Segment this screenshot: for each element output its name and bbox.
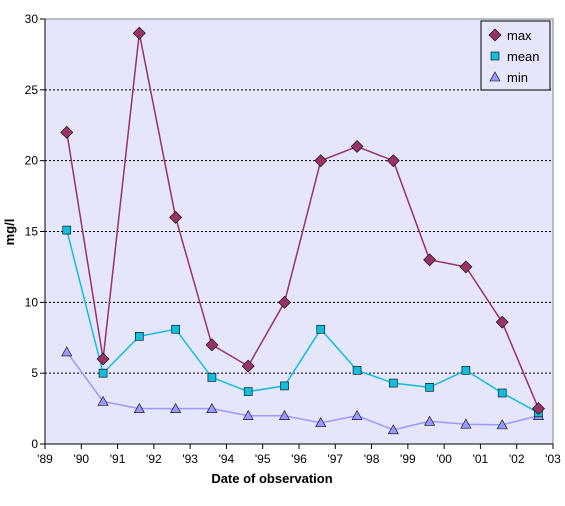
data-point-min — [496, 419, 508, 430]
x-tick-label: '95 — [255, 452, 271, 466]
legend-item-min: min — [489, 70, 528, 85]
data-point-min — [424, 415, 436, 426]
x-axis-ticks: '89 '90 '91 '92 '93 '94 '95 '96 '97 '98 '99 '00 '01 '… — [37, 444, 561, 466]
data-point-max — [278, 295, 291, 309]
x-tick-label: '03 — [545, 452, 561, 466]
data-point-min — [242, 410, 254, 420]
x-tick-label: '90 — [73, 452, 89, 466]
x-tick-label: '97 — [327, 452, 343, 466]
gridlines — [45, 89, 553, 374]
data-point-min — [61, 346, 73, 357]
data-point-mean — [98, 368, 108, 378]
x-tick-label: '00 — [436, 452, 452, 466]
data-point-mean — [425, 383, 434, 392]
series-line-min — [66, 351, 539, 431]
legend-item-mean: mean — [490, 49, 540, 64]
series-line-mean — [66, 229, 539, 414]
data-point-mean — [352, 366, 362, 375]
x-tick-label: '94 — [219, 452, 235, 466]
data-point-max — [495, 315, 509, 329]
data-point-max — [314, 154, 328, 168]
data-point-mean — [62, 225, 72, 235]
data-point-min — [351, 410, 363, 420]
y-tick-label: 10 — [25, 295, 39, 309]
legend-marker-min — [489, 71, 501, 82]
data-point-max — [96, 352, 110, 366]
series-line-max — [66, 33, 540, 409]
data-point-mean — [316, 324, 326, 334]
series-max — [60, 26, 545, 416]
legend-marker-max — [488, 28, 502, 42]
legend: max mean min — [480, 20, 551, 91]
data-point-min — [133, 402, 145, 413]
legend-label-max: max — [507, 28, 532, 43]
data-point-max — [350, 140, 364, 153]
x-tick-label: '96 — [291, 452, 307, 466]
legend-marker-mean — [490, 51, 500, 61]
y-axis-title: mg/l — [2, 219, 17, 246]
data-point-mean — [497, 388, 507, 398]
data-point-mean — [461, 366, 471, 375]
data-point-mean — [243, 387, 253, 396]
x-tick-label: '93 — [182, 452, 198, 466]
data-point-max — [532, 402, 545, 416]
y-tick-label: 25 — [25, 83, 39, 97]
data-point-mean — [135, 332, 144, 341]
data-point-mean — [389, 378, 398, 388]
y-tick-label: 30 — [25, 12, 39, 26]
x-tick-label: '02 — [509, 452, 525, 466]
series-min — [61, 346, 544, 435]
data-point-max — [386, 154, 400, 168]
data-point-min — [460, 418, 472, 429]
data-point-min — [278, 410, 290, 420]
legend-label-mean: mean — [507, 49, 540, 64]
x-axis-title: Date of observation — [211, 471, 332, 486]
data-point-max — [459, 260, 473, 274]
y-tick-label: 20 — [25, 154, 39, 168]
data-point-max — [205, 338, 219, 352]
data-point-mean — [280, 381, 289, 391]
y-axis-ticks: 0 5 10 15 20 25 30 — [25, 12, 45, 451]
y-tick-label: 5 — [31, 366, 38, 380]
y-tick-label: 0 — [31, 437, 38, 451]
x-tick-label: '91 — [110, 452, 126, 466]
data-point-max — [169, 210, 183, 224]
series-layer — [60, 26, 545, 435]
legend-label-min: min — [507, 70, 528, 85]
data-point-max — [60, 125, 74, 139]
data-point-max — [132, 26, 146, 40]
data-point-max — [423, 253, 437, 267]
x-tick-label: '99 — [400, 452, 416, 466]
x-tick-label: '89 — [37, 452, 53, 466]
data-point-mean — [171, 324, 180, 334]
x-tick-label: '92 — [146, 452, 162, 466]
data-point-max — [241, 359, 255, 373]
data-point-min — [206, 402, 218, 413]
data-point-mean — [207, 373, 217, 382]
data-point-min — [315, 417, 327, 428]
legend-item-max: max — [488, 28, 532, 43]
x-tick-label: '98 — [364, 452, 380, 466]
x-tick-label: '01 — [473, 452, 489, 466]
data-point-min — [97, 395, 109, 406]
data-point-min — [387, 424, 399, 435]
data-point-min — [170, 402, 182, 413]
y-tick-label: 15 — [25, 225, 39, 239]
